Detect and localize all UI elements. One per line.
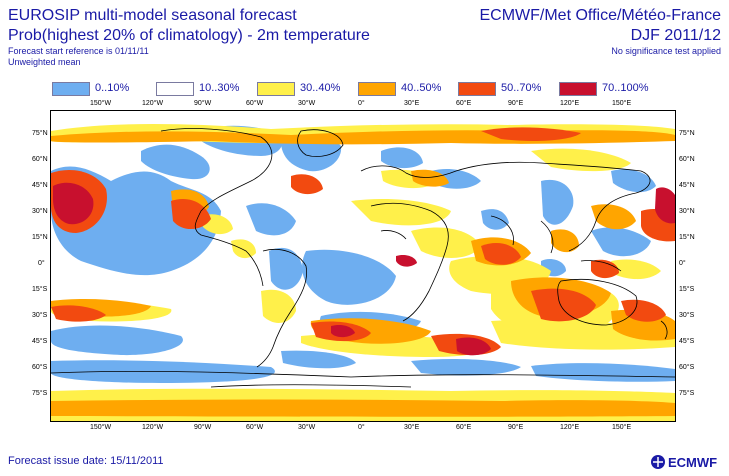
subtitle-right: DJF 2011/12 — [630, 27, 721, 44]
legend-label: 0..10% — [95, 82, 130, 94]
lon-label: 30°W — [298, 424, 316, 431]
legend-label: 70..100% — [602, 82, 649, 94]
lat-label: 15°S — [679, 286, 695, 293]
title-left: EUROSIP multi-model seasonal forecast — [8, 7, 297, 24]
lat-label: 60°S — [679, 364, 695, 371]
logo-text: ECMWF — [668, 455, 717, 470]
lon-label: 90°E — [508, 100, 524, 107]
lon-label: 0° — [358, 100, 365, 107]
lat-label: 75°N — [32, 130, 48, 137]
lon-label: 60°W — [246, 100, 264, 107]
legend-label: 30..40% — [300, 82, 341, 94]
lat-label: 45°N — [32, 182, 48, 189]
lon-label: 90°E — [508, 424, 524, 431]
lon-label: 150°E — [612, 100, 632, 107]
legend-swatch — [257, 82, 295, 96]
lat-label: 45°S — [679, 338, 695, 345]
lat-label: 75°S — [679, 390, 695, 397]
lat-label: 60°N — [32, 156, 48, 163]
ecmwf-logo-icon: ECMWF — [651, 455, 717, 470]
forecast-map — [50, 110, 676, 422]
legend-label: 40..50% — [401, 82, 442, 94]
legend-swatch — [559, 82, 597, 96]
lon-label: 30°W — [298, 100, 316, 107]
legend-label: 10..30% — [199, 82, 240, 94]
lon-label: 30°E — [404, 100, 420, 107]
lat-label: 30°S — [679, 312, 695, 319]
issue-date: Forecast issue date: 15/11/2011 — [8, 455, 164, 467]
lat-label: 15°S — [32, 286, 48, 293]
title-right: ECMWF/Met Office/Météo-France — [479, 7, 721, 24]
lon-label: 120°W — [142, 100, 164, 107]
lon-label: 150°W — [90, 100, 112, 107]
legend-swatch — [458, 82, 496, 96]
significance-note: No significance test applied — [611, 46, 721, 56]
legend-swatch — [156, 82, 194, 96]
lat-label: 30°S — [32, 312, 48, 319]
lat-label: 45°S — [32, 338, 48, 345]
lat-label: 60°N — [679, 156, 695, 163]
lat-label: 45°N — [679, 182, 695, 189]
weighting-note: Unweighted mean — [8, 57, 81, 67]
lon-label: 150°W — [90, 424, 112, 431]
lat-label: 60°S — [32, 364, 48, 371]
lat-label: 15°N — [32, 234, 48, 241]
lat-label: 0° — [38, 260, 45, 267]
lon-label: 60°W — [246, 424, 264, 431]
legend-label: 50..70% — [501, 82, 542, 94]
lat-label: 75°S — [32, 390, 48, 397]
probability-field — [51, 111, 675, 421]
lat-label: 30°N — [32, 208, 48, 215]
lon-label: 0° — [358, 424, 365, 431]
lat-label: 0° — [679, 260, 686, 267]
legend-swatch — [52, 82, 90, 96]
subtitle-left: Prob(highest 20% of climatology) - 2m te… — [8, 27, 370, 44]
lon-label: 120°E — [560, 424, 580, 431]
lon-label: 90°W — [194, 100, 212, 107]
lat-label: 75°N — [679, 130, 695, 137]
prob-70-100-regions — [53, 182, 675, 356]
lon-label: 120°W — [142, 424, 164, 431]
lon-label: 60°E — [456, 100, 472, 107]
coastlines — [51, 128, 675, 388]
lat-label: 15°N — [679, 234, 695, 241]
lon-label: 60°E — [456, 424, 472, 431]
legend-swatch — [358, 82, 396, 96]
lon-label: 90°W — [194, 424, 212, 431]
lon-label: 150°E — [612, 424, 632, 431]
lon-label: 30°E — [404, 424, 420, 431]
ecmwf-logo: ECMWF — [650, 453, 726, 471]
lat-label: 30°N — [679, 208, 695, 215]
lon-label: 120°E — [560, 100, 580, 107]
start-reference: Forecast start reference is 01/11/11 — [8, 46, 149, 56]
